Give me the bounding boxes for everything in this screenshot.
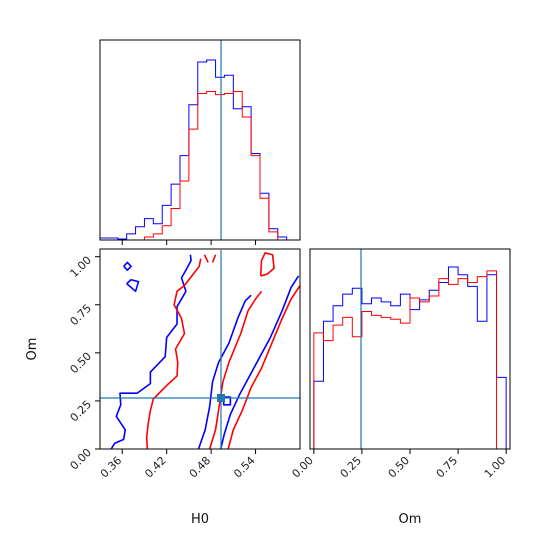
hist-Om-series-red [313,270,507,450]
y-axis-label-Om: Om [25,338,40,361]
hist-H0-ticks [121,240,257,245]
contour-lines [110,252,301,450]
contour-frame [99,248,301,450]
contour-blue-path-5 [222,396,232,406]
hist-H0-frame [99,39,301,241]
contour-red-path-1 [203,254,209,263]
hist-H0-steps [99,59,296,241]
x-axis-label-H0: H0 [191,512,209,527]
contour-red-path-3 [259,252,275,277]
contour-red-path-2 [211,254,217,263]
hist-H0-panel [99,39,301,245]
contour-blue-path-0 [110,254,192,450]
contour-blue-path-2 [123,261,132,271]
hist-Om-steps [313,266,507,450]
contour-red-path-5 [227,285,301,450]
contour-blue-path-3 [197,294,252,450]
contour-red-path-0 [145,258,202,450]
contour-truth-marker [217,394,225,402]
contour-red-path-4 [208,290,263,450]
contour-blue-path-4 [219,275,300,450]
x-axis-label-Om: Om [399,512,422,527]
contour-blue-path-1 [126,278,140,293]
hist-H0-series-red [100,91,296,241]
